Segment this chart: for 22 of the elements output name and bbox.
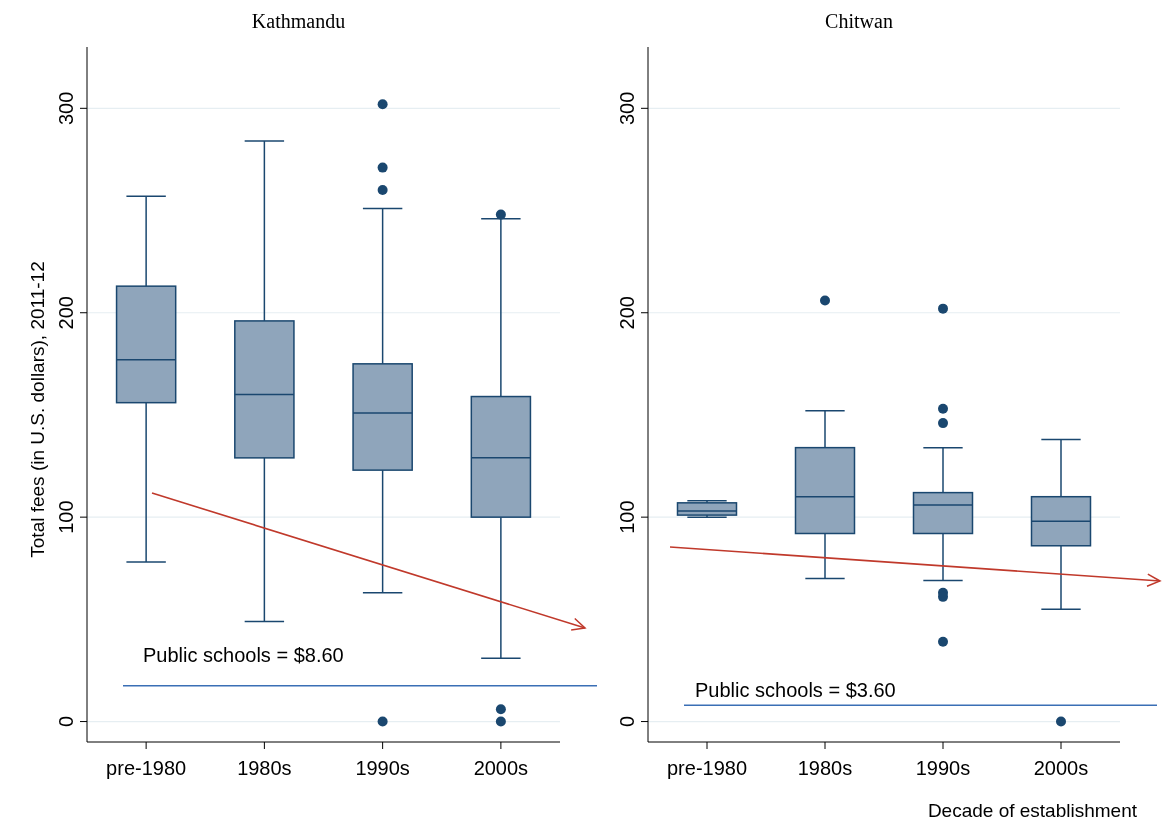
x-tick-label: 1980s <box>237 757 292 779</box>
y-tick-label: 0 <box>616 716 638 728</box>
x-tick-label: 1980s <box>797 757 853 779</box>
chart-title: Chitwan <box>825 10 893 32</box>
y-tick-label: 0 <box>55 716 77 728</box>
y-tick-label: 100 <box>55 500 77 534</box>
x-tick-label: pre-1980 <box>666 757 748 779</box>
y-axis-title: Total fees (in U.S. dollars), 2011-12 <box>27 261 48 558</box>
y-tick-label: 100 <box>616 500 638 534</box>
y-tick-label: 300 <box>55 91 77 126</box>
y-tick-label: 200 <box>55 296 77 330</box>
x-tick-label: 1990s <box>355 757 410 779</box>
x-axis-title: Decade of establishment <box>927 800 1138 821</box>
x-tick-label: 2000s <box>1033 757 1089 779</box>
chart-title: Kathmandu <box>251 10 346 32</box>
annotation: Public schools = $3.60 <box>695 679 896 701</box>
x-tick-label: 1990s <box>915 757 971 779</box>
x-tick-label: 2000s <box>473 757 529 779</box>
y-tick-label: 200 <box>616 296 638 330</box>
y-tick-label: 300 <box>616 91 638 126</box>
x-tick-label: pre-1980 <box>106 757 187 779</box>
annotation: Public schools = $8.60 <box>143 644 344 666</box>
